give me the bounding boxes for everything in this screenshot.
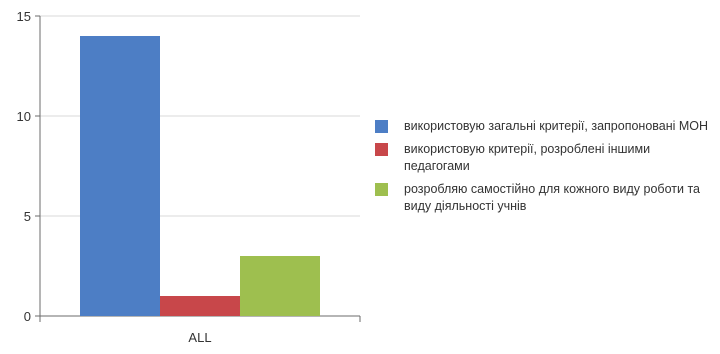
legend-item-1: використовую загальні критерії, запропон… [375, 118, 715, 135]
legend-swatch-1 [375, 120, 388, 133]
legend-label-2: використовую критерії, розроблені іншими… [404, 142, 651, 173]
bar-3-ALL [240, 256, 320, 316]
x-tick-label: ALL [188, 330, 211, 345]
bar-2-ALL [160, 296, 240, 316]
y-tick-label: 10 [17, 109, 31, 124]
y-tick-label: 15 [17, 9, 31, 24]
y-tick-label: 0 [24, 309, 31, 324]
legend-label-3: розробляю самостійно для кожного виду ро… [404, 182, 700, 213]
legend-swatch-3 [375, 183, 388, 196]
legend-item-2: використовую критерії, розроблені іншими… [375, 141, 715, 175]
legend-item-3: розробляю самостійно для кожного виду ро… [375, 181, 715, 215]
legend-label-1: використовую загальні критерії, запропон… [404, 119, 709, 133]
legend-swatch-2 [375, 143, 388, 156]
legend: використовую загальні критерії, запропон… [375, 118, 715, 221]
bar-1-ALL [80, 36, 160, 316]
y-tick-label: 5 [24, 209, 31, 224]
